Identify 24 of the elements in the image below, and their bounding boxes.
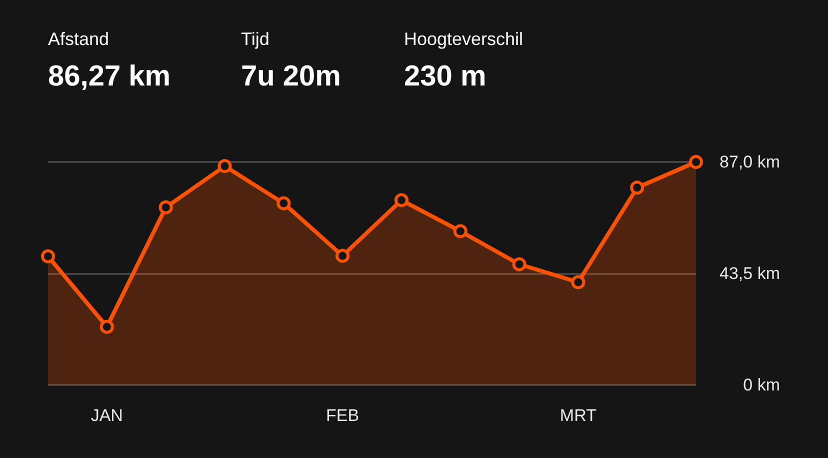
point: [571, 275, 586, 290]
point: [158, 200, 173, 214]
point: [41, 249, 55, 264]
point: [276, 196, 291, 210]
point: [100, 320, 114, 334]
text: Tijd: [241, 29, 270, 49]
text: 230 m: [404, 60, 486, 92]
text: 86,27 km: [48, 60, 171, 92]
point: [336, 248, 350, 263]
x-tick-label: MRT: [560, 406, 596, 425]
point: [394, 193, 408, 208]
y-tick-label: 0 km: [743, 376, 780, 394]
x-tick-label: JAN: [90, 406, 123, 425]
text: Hoogteverschil: [404, 29, 524, 49]
point: [630, 180, 644, 195]
y-tick-label: 87,0 km: [720, 152, 780, 172]
y-tick-label: 43,5 km: [720, 264, 780, 283]
x-tick-label: FEB: [326, 406, 360, 425]
point: [689, 155, 703, 169]
text: 7u 20m: [241, 60, 341, 92]
text: Afstand: [48, 29, 110, 49]
point: [218, 159, 232, 174]
point: [512, 257, 526, 272]
point: [453, 224, 468, 238]
